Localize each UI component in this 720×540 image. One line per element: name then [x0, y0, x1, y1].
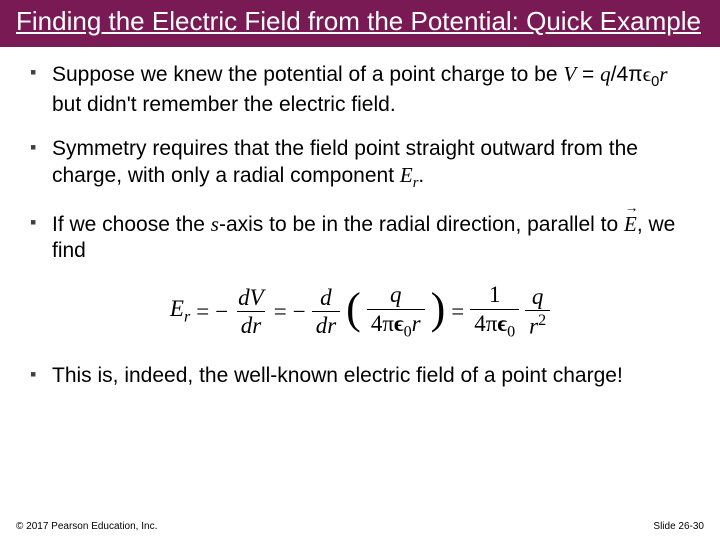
- text: /4π: [611, 63, 643, 86]
- numerator: q: [528, 284, 548, 310]
- bullet-list: Suppose we knew the potential of a point…: [30, 61, 690, 264]
- minus: −: [215, 299, 228, 325]
- fraction-q-4pie0r: q 4πϵ0r: [367, 282, 425, 341]
- numerator: 1: [485, 282, 505, 308]
- var-V: V: [563, 62, 576, 86]
- text: This is, indeed, the well-known electric…: [52, 364, 623, 387]
- equals: =: [451, 299, 464, 325]
- var-E: E: [170, 296, 184, 321]
- minus: −: [293, 299, 306, 325]
- numerator: dV: [234, 285, 268, 311]
- denominator: dr: [312, 311, 340, 338]
- var-q: q: [600, 62, 611, 86]
- epsilon: ϵ: [643, 62, 652, 86]
- sub-0: 0: [404, 323, 412, 340]
- copyright: © 2017 Pearson Education, Inc.: [16, 521, 157, 532]
- var-r: r: [529, 314, 538, 339]
- var-E-vector: E: [624, 211, 637, 237]
- fraction-dV-dr: dV dr: [234, 285, 268, 339]
- denominator: 4πϵ0: [470, 309, 519, 341]
- sub-r: r: [184, 309, 190, 326]
- text: 4π: [371, 311, 394, 336]
- denominator: dr: [237, 311, 265, 338]
- sup-2: 2: [538, 312, 546, 329]
- slide-number: Slide 26-30: [653, 521, 704, 532]
- equals: =: [274, 299, 287, 325]
- var-r: r: [659, 62, 667, 86]
- denominator: r2: [525, 310, 550, 339]
- bullet-4: This is, indeed, the well-known electric…: [30, 363, 690, 389]
- footer: © 2017 Pearson Education, Inc. Slide 26-…: [16, 521, 704, 532]
- text: .: [418, 164, 424, 187]
- text: If we choose the: [52, 213, 211, 236]
- equation-block: Er = − dV dr = − d dr ( q 4πϵ0r ): [30, 282, 690, 341]
- epsilon: ϵ: [394, 311, 404, 336]
- equation: Er = − dV dr = − d dr ( q 4πϵ0r ): [170, 282, 550, 341]
- text: Symmetry requires that the field point s…: [52, 137, 638, 187]
- text: -axis to be in the radial direction, par…: [219, 213, 624, 236]
- bullet-list-2: This is, indeed, the well-known electric…: [30, 363, 690, 389]
- var-s: s: [211, 212, 219, 236]
- text: 4π: [474, 311, 497, 336]
- bullet-1: Suppose we knew the potential of a point…: [30, 61, 690, 118]
- var-r: r: [412, 311, 421, 336]
- bullet-3: If we choose the s-axis to be in the rad…: [30, 211, 690, 265]
- denominator: 4πϵ0r: [367, 309, 425, 341]
- paren-left: (: [346, 294, 361, 325]
- text: but didn't remember the electric field.: [52, 93, 396, 116]
- bullet-2: Symmetry requires that the field point s…: [30, 136, 690, 193]
- eq-lhs: Er: [170, 296, 190, 327]
- numerator: d: [316, 285, 336, 311]
- text: =: [576, 63, 600, 86]
- title-bar: Finding the Electric Field from the Pote…: [0, 0, 720, 47]
- sub-0: 0: [507, 323, 515, 340]
- paren-right: ): [431, 294, 446, 325]
- fraction-1-4pie0: 1 4πϵ0: [470, 282, 519, 341]
- fraction-d-dr: d dr: [312, 285, 340, 339]
- slide-content: Suppose we knew the potential of a point…: [0, 47, 720, 540]
- slide-title: Finding the Electric Field from the Pote…: [16, 6, 704, 37]
- equals: =: [196, 299, 209, 325]
- var-E: E: [400, 163, 413, 187]
- text: Suppose we knew the potential of a point…: [52, 63, 563, 86]
- fraction-q-r2: q r2: [525, 284, 550, 339]
- epsilon: ϵ: [497, 311, 507, 336]
- numerator: q: [386, 282, 406, 308]
